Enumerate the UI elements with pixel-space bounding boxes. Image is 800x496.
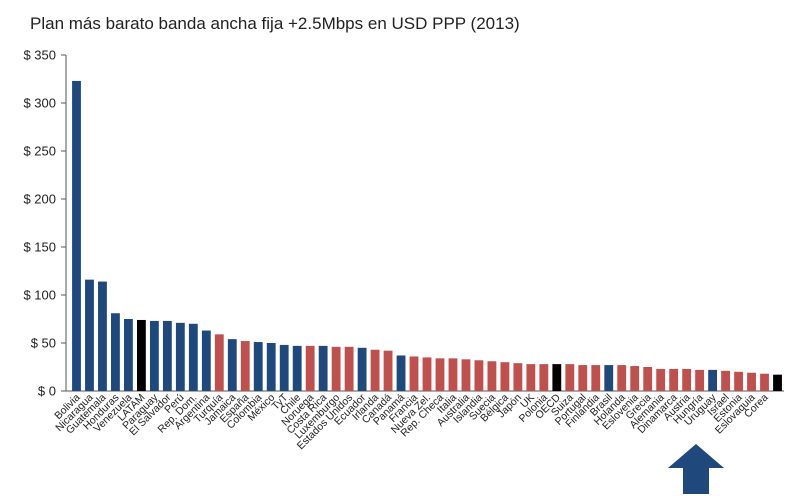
up-arrow-icon [668, 444, 724, 494]
bar [396, 355, 406, 391]
bar [85, 279, 94, 391]
bar [162, 320, 172, 391]
bar [111, 313, 120, 391]
bar [695, 369, 705, 391]
bar [474, 360, 484, 391]
bar [773, 374, 782, 391]
arrow-shape [668, 444, 724, 494]
y-tick-label: $ 200 [23, 192, 56, 207]
bar [578, 365, 588, 391]
bar [643, 367, 653, 391]
bar [266, 343, 276, 391]
bar [747, 372, 756, 391]
y-tick-label: $ 250 [23, 144, 56, 159]
bar [617, 365, 627, 391]
bar [461, 359, 471, 391]
bar [98, 281, 107, 391]
y-tick-label: $ 350 [23, 48, 56, 63]
bar [630, 366, 640, 391]
bar [305, 345, 315, 391]
chart-title: Plan más barato banda ancha fija +2.5Mbp… [30, 14, 520, 33]
bar [539, 364, 549, 391]
bar [292, 345, 302, 391]
y-axis: $ 0 $ 50 $ 100 $ 150 $ 200 $ 250 $ 300 $ 350 [23, 48, 784, 399]
y-tick-label: $ 100 [23, 288, 56, 303]
bar [656, 368, 666, 391]
bar [331, 346, 341, 391]
bar [552, 364, 562, 391]
y-tick-label: $ 300 [23, 96, 56, 111]
y-tick-label: $ 50 [31, 336, 56, 351]
bar [279, 344, 289, 391]
bar [669, 368, 679, 391]
bar [708, 369, 718, 391]
bar [526, 364, 536, 391]
bar [370, 349, 380, 391]
bar [214, 334, 224, 391]
bar [240, 341, 250, 391]
bar [734, 371, 743, 391]
bar [487, 361, 497, 391]
bar [500, 362, 510, 391]
bar [188, 323, 198, 391]
y-tick-label: $ 150 [23, 240, 56, 255]
bar [124, 319, 133, 391]
bar [435, 358, 445, 391]
bar [760, 373, 769, 391]
bar [448, 358, 458, 391]
bar [201, 330, 211, 391]
bar [604, 365, 614, 391]
bar [175, 322, 185, 391]
bar [136, 319, 146, 391]
bar [565, 364, 575, 391]
bar [682, 368, 692, 391]
bar [721, 370, 730, 391]
bar [253, 342, 263, 391]
bars [72, 80, 782, 392]
y-tick-label: $ 0 [38, 384, 56, 399]
bar [149, 320, 159, 391]
bar [344, 346, 354, 391]
bar [318, 345, 328, 391]
bar [357, 347, 367, 391]
bar [591, 365, 601, 391]
bar [513, 363, 523, 391]
bar [383, 350, 393, 391]
bar [227, 339, 237, 391]
bar [409, 356, 419, 391]
bar [422, 357, 432, 391]
x-axis-labels: BoliviaNicaraguaGuatemalaHondurasVenezue… [52, 391, 771, 452]
bar [72, 80, 81, 392]
